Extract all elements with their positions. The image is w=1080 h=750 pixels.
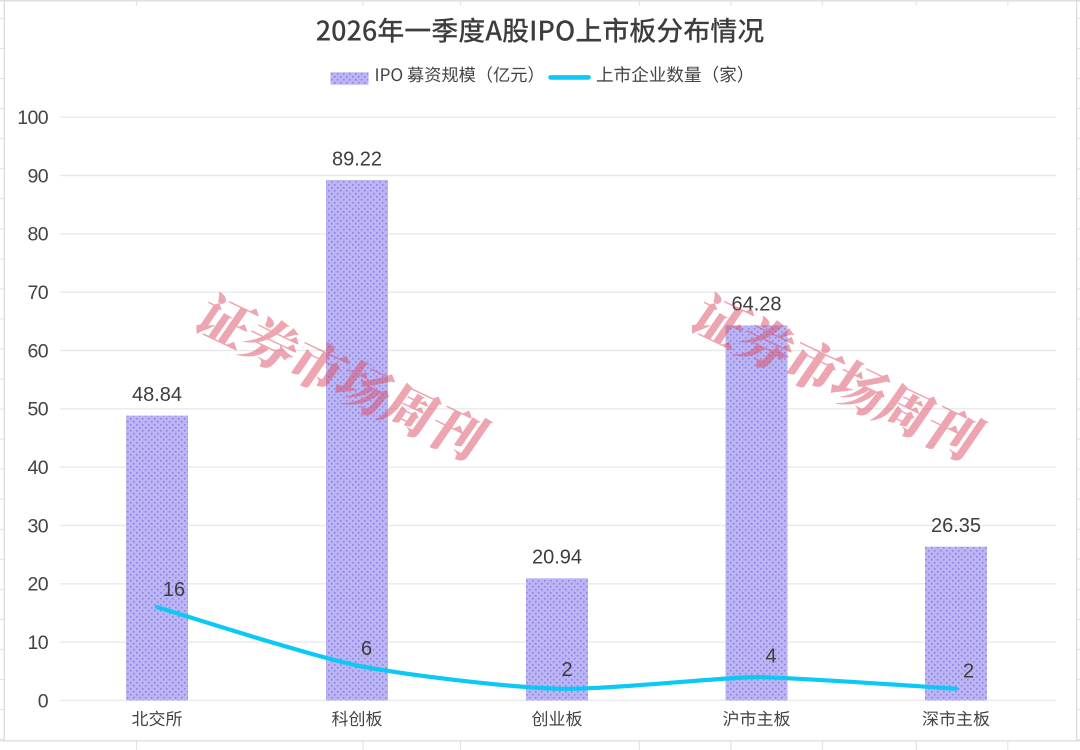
svg-text:26.35: 26.35 [931,515,981,537]
svg-text:6: 6 [361,638,372,660]
svg-text:80: 80 [28,224,49,246]
svg-text:89.22: 89.22 [332,148,382,170]
svg-text:50: 50 [28,399,49,421]
svg-text:100: 100 [17,107,48,129]
svg-text:2: 2 [963,660,974,682]
svg-text:0: 0 [38,690,49,712]
svg-text:20: 20 [28,574,49,596]
svg-text:30: 30 [28,515,49,537]
svg-text:48.84: 48.84 [132,384,182,406]
svg-text:70: 70 [28,282,49,304]
svg-text:10: 10 [28,632,49,654]
svg-text:60: 60 [28,340,49,362]
svg-text:90: 90 [28,165,49,187]
svg-text:4: 4 [765,645,776,667]
svg-text:40: 40 [28,457,49,479]
svg-text:16: 16 [163,579,185,601]
svg-text:2: 2 [561,659,572,681]
svg-text:20.94: 20.94 [532,547,582,569]
